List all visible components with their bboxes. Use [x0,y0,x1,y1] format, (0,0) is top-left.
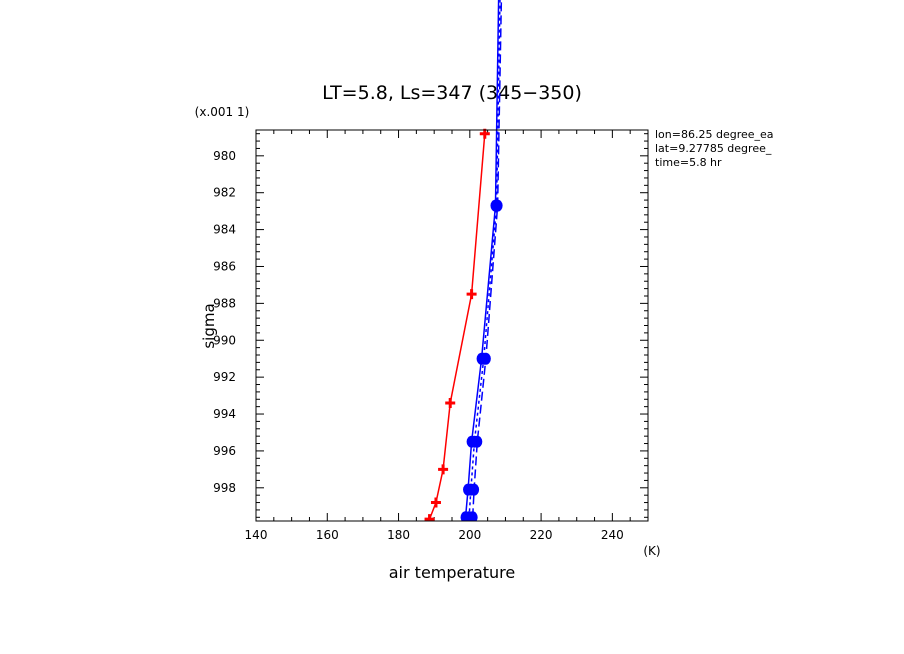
annotation-lon: lon=86.25 degree_ea [655,128,774,141]
chart-title: LT=5.8, Ls=347 (345−350) [322,82,582,104]
y-tick-label: 996 [213,444,236,458]
data-point-dot [478,352,489,365]
series-line-3 [471,0,503,518]
y-tick-label: 992 [213,370,236,384]
data-point-plus [466,289,477,300]
x-tick-label: 140 [245,528,268,542]
y-tick-label: 986 [213,259,236,273]
data-point-dot [465,483,476,496]
y-tick-label: 994 [213,407,236,421]
x-axis-label: air temperature [389,563,515,582]
y-axis-label: sigma [200,303,218,348]
data-point-dot [491,199,502,212]
annotation-lat: lat=9.27785 degree_ [655,142,772,155]
x-axis-unit: (K) [643,544,660,558]
y-tick-label: 980 [213,149,236,163]
x-tick-label: 240 [601,528,624,542]
y-tick-label: 988 [213,296,236,310]
x-tick-label: 200 [458,528,481,542]
x-tick-label: 160 [316,528,339,542]
y-tick-label: 998 [213,481,236,495]
y-tick-label: 990 [213,333,236,347]
data-point-plus [430,497,441,508]
data-point-plus [424,514,435,521]
x-tick-label: 220 [530,528,553,542]
y-tick-label: 982 [213,186,236,200]
plot-frame [255,129,649,522]
data-point-plus [438,464,449,475]
x-tick-label: 180 [387,528,410,542]
data-point-plus [445,397,456,408]
data-point-dot [469,435,480,448]
y-tick-label: 984 [213,223,236,237]
data-point-dot [464,511,475,521]
annotation-time: time=5.8 hr [655,156,722,169]
y-scale-note: (x.001 1) [195,105,250,119]
